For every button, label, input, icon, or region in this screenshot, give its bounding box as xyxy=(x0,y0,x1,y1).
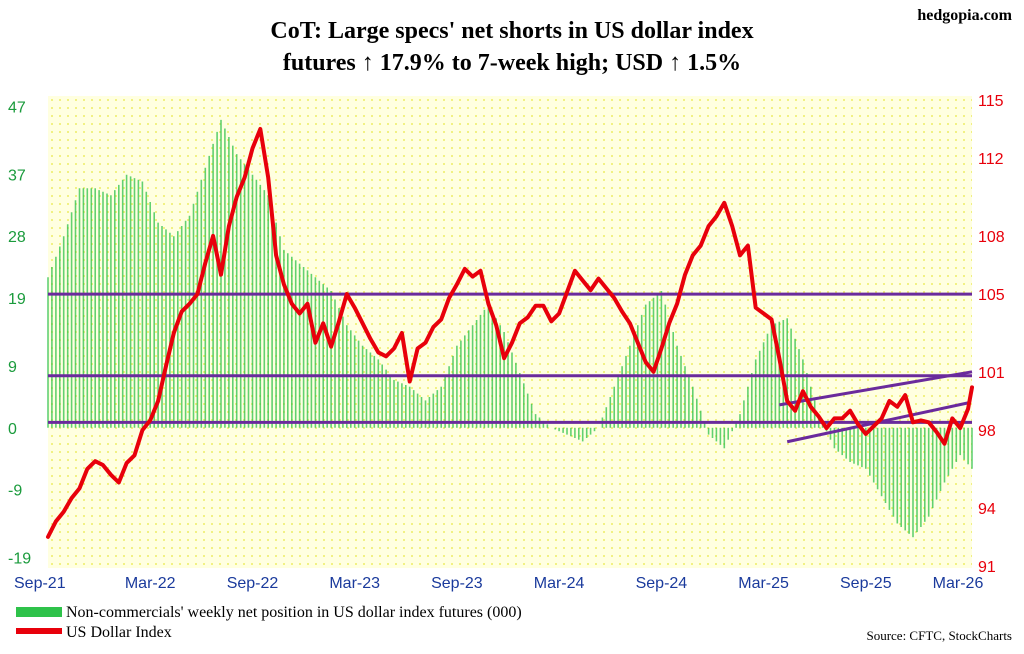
right-tick-label: 105 xyxy=(978,287,1005,304)
left-tick-label: 28 xyxy=(8,229,26,246)
legend: Non-commercials' weekly net position in … xyxy=(16,604,522,641)
right-tick-label: 94 xyxy=(978,501,996,518)
x-tick-label: Sep-22 xyxy=(227,575,279,592)
brand-watermark: hedgopia.com xyxy=(917,7,1012,24)
chart-title-line-1: CoT: Large specs' net shorts in US dolla… xyxy=(270,18,753,44)
legend-swatch-usd xyxy=(16,628,62,634)
right-tick-label: 91 xyxy=(978,559,996,576)
x-tick-label: Sep-23 xyxy=(431,575,483,592)
right-tick-label: 108 xyxy=(978,229,1005,246)
right-tick-label: 115 xyxy=(978,93,1004,110)
chart-title-line-2: futures ↑ 17.9% to 7-week high; USD ↑ 1.… xyxy=(283,50,741,76)
net-position-bars xyxy=(47,119,973,538)
x-tick-label: Mar-22 xyxy=(125,575,176,592)
legend-label-bars: Non-commercials' weekly net position in … xyxy=(66,604,522,621)
legend-swatch-bars xyxy=(16,607,62,617)
usd-index-line xyxy=(46,127,974,539)
horizontal-reference-lines xyxy=(48,292,972,424)
x-tick-label: Sep-21 xyxy=(14,575,66,592)
source-note: Source: CFTC, StockCharts xyxy=(866,628,1012,643)
x-tick-label: Mar-23 xyxy=(329,575,380,592)
x-axis: Sep-21 Mar-22 Sep-22 Mar-23 Sep-23 Mar-24 Sep-… xyxy=(14,575,983,592)
x-tick-label: Sep-24 xyxy=(636,575,688,592)
x-tick-label: Mar-25 xyxy=(738,575,789,592)
left-tick-label: 9 xyxy=(8,359,17,376)
x-tick-label: Mar-26 xyxy=(933,575,984,592)
upper-channel-line xyxy=(779,370,973,407)
left-tick-label: 37 xyxy=(8,168,26,185)
usd-index-path xyxy=(46,127,974,539)
plot-area xyxy=(48,96,972,568)
right-tick-label: 112 xyxy=(978,151,1004,168)
x-tick-label: Sep-25 xyxy=(840,575,892,592)
right-tick-label: 101 xyxy=(978,365,1005,382)
left-tick-label: 19 xyxy=(8,291,26,308)
right-tick-label: 98 xyxy=(978,423,996,440)
left-tick-label: 0 xyxy=(8,421,17,438)
left-tick-label: -9 xyxy=(8,482,22,499)
x-tick-label: Mar-24 xyxy=(534,575,585,592)
legend-label-usd: US Dollar Index xyxy=(66,624,172,641)
right-axis: 115 112 108 105 101 98 94 91 xyxy=(978,93,1005,576)
left-axis: 47 37 28 19 9 0 -9 -19 xyxy=(8,99,31,567)
left-tick-label: 47 xyxy=(8,99,26,116)
left-tick-label: -19 xyxy=(8,551,31,568)
